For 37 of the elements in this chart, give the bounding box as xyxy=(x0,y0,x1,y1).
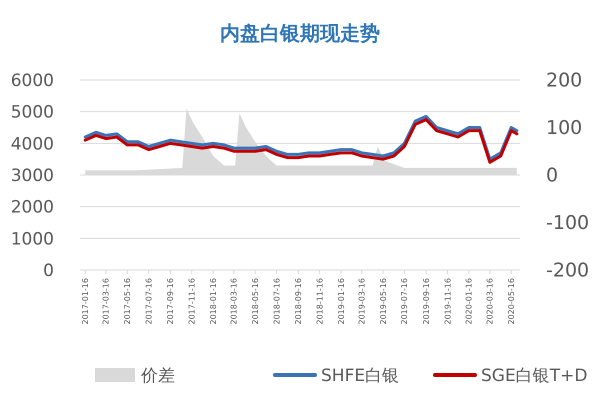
y2-tick-label: 200 xyxy=(546,70,582,92)
x-tick-label: 2019-11-16 xyxy=(443,278,452,324)
x-tick-label: 2019-09-16 xyxy=(422,278,431,324)
y2-tick-label: -100 xyxy=(546,212,590,234)
x-tick-label: 2019-07-16 xyxy=(400,278,410,324)
x-tick-label: 2018-09-16 xyxy=(294,278,304,324)
x-tick-label: 2017-09-16 xyxy=(166,278,176,324)
x-tick-label: 2018-11-16 xyxy=(315,278,324,324)
x-tick-label: 2018-03-16 xyxy=(230,278,239,324)
x-tick-label: 2020-01-16 xyxy=(464,278,474,324)
legend-label: 价差 xyxy=(140,366,175,386)
y-tick-label: 4000 xyxy=(10,134,54,154)
x-tick-label: 2018-01-16 xyxy=(208,278,218,324)
y2-tick-label: 0 xyxy=(546,164,558,187)
y-tick-label: 5000 xyxy=(10,102,54,123)
y-tick-label: 0 xyxy=(43,260,54,281)
x-tick-label: 2017-01-16 xyxy=(81,278,90,324)
y-tick-label: 3000 xyxy=(10,166,54,186)
legend-label: SGE白银T+D xyxy=(481,366,588,386)
legend-label: SHFE白银 xyxy=(321,366,400,386)
y-tick-label: 2000 xyxy=(10,198,54,218)
x-tick-label: 2018-07-16 xyxy=(272,278,282,324)
chart-title: 内盘白银期现走势 xyxy=(220,21,380,45)
x-tick-label: 2018-05-16 xyxy=(250,278,260,324)
x-tick-label: 2019-03-16 xyxy=(357,278,366,324)
y2-tick-label: 100 xyxy=(546,117,582,140)
x-tick-label: 2017-11-16 xyxy=(188,278,197,324)
x-tick-label: 2017-03-16 xyxy=(102,278,111,324)
x-tick-label: 2017-07-16 xyxy=(144,278,154,324)
x-tick-label: 2017-05-16 xyxy=(123,278,132,324)
x-tick-label: 2019-05-16 xyxy=(378,278,388,324)
x-tick-label: 2019-01-16 xyxy=(336,278,346,324)
y-tick-label: 1000 xyxy=(10,229,54,250)
y2-tick-label: -200 xyxy=(546,260,590,282)
x-tick-label: 2020-05-16 xyxy=(507,278,516,324)
y-tick-label: 6000 xyxy=(10,70,54,91)
x-tick-label: 2020-03-16 xyxy=(486,278,495,324)
